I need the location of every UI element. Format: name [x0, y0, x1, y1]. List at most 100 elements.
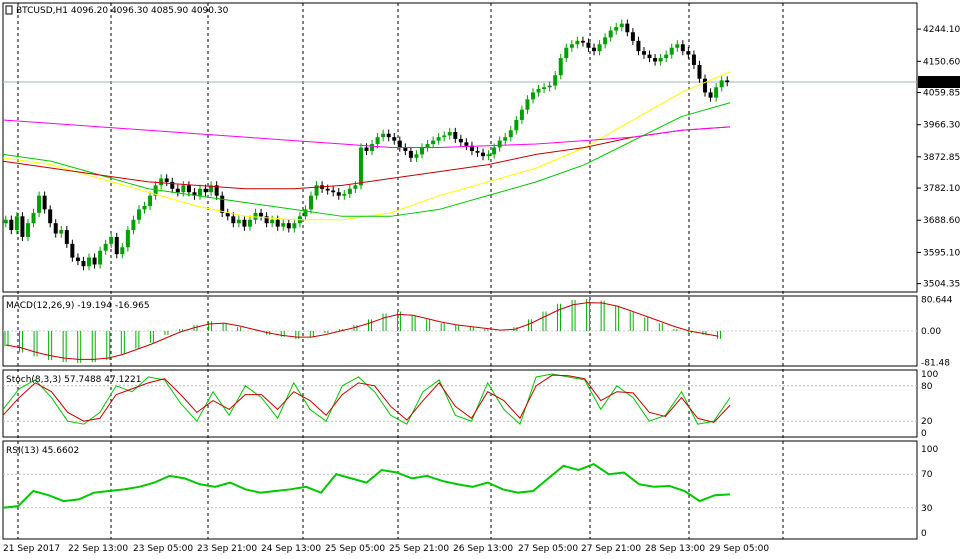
moving-average-line [2, 102, 731, 217]
candle-body [564, 47, 569, 59]
candle-body [547, 85, 552, 88]
candle-body [175, 188, 180, 193]
candle-body [647, 54, 652, 59]
rsi-y-label: 100 [921, 445, 938, 455]
candle-body [575, 40, 580, 45]
candle-body [59, 230, 64, 234]
candle-body [64, 230, 69, 244]
candle-body [614, 27, 619, 31]
x-tick-label: 25 Sep 21:00 [389, 544, 449, 554]
candle-body [142, 205, 147, 210]
candle-body [386, 133, 391, 138]
candle-body [209, 185, 214, 193]
candle-body [431, 140, 436, 145]
candle-body [664, 54, 669, 59]
candle-body [675, 44, 680, 48]
x-tick-label: 22 Sep 13:00 [68, 544, 128, 554]
candle-body [342, 193, 347, 196]
candle-body [641, 51, 646, 55]
candle-body [370, 144, 375, 151]
indicator-pane-0 [2, 2, 918, 293]
candle-body [403, 147, 408, 151]
candle-body [181, 185, 186, 193]
candle-body [453, 132, 458, 139]
candle-body [42, 195, 47, 210]
candle-body [9, 219, 14, 231]
candle-body [131, 219, 136, 231]
rsi-title: RSI(13) 45.6602 [6, 446, 79, 456]
candle-body [109, 236, 114, 244]
candle-body [475, 150, 480, 153]
candle-body [14, 216, 19, 231]
candle-body [375, 137, 380, 145]
candle-body [447, 132, 452, 136]
stoch-line [2, 374, 731, 423]
y-tick-label: 3872.85 [923, 153, 960, 163]
candle-body [408, 150, 413, 158]
candle-body [153, 185, 158, 196]
candle-body [37, 195, 42, 213]
candle-body [514, 119, 519, 131]
candle-body [48, 209, 53, 224]
x-tick-label: 26 Sep 13:00 [453, 544, 513, 554]
candle-body [286, 223, 291, 229]
candle-body [486, 154, 491, 157]
y-tick-label: 4244.10 [923, 25, 960, 35]
candle-body [625, 23, 630, 33]
candle-body [530, 92, 535, 100]
moving-average-line [2, 126, 731, 190]
candle-body [159, 178, 164, 186]
candle-body [419, 147, 424, 155]
candle-body [653, 58, 658, 62]
candle-body [247, 219, 252, 227]
candle-body [170, 181, 175, 189]
candle-body [309, 195, 314, 210]
candle-body [53, 223, 58, 234]
candle-body [75, 257, 80, 262]
candle-body [292, 223, 297, 229]
y-tick-label: 3595.10 [923, 248, 960, 258]
candle-body [242, 219, 247, 227]
candle-body [270, 219, 275, 224]
candle-body [259, 212, 264, 217]
rsi-y-label: 30 [921, 504, 933, 514]
stoch-y-label: 80 [921, 382, 933, 392]
candle-body [125, 230, 130, 248]
candle-body [192, 192, 197, 196]
candle-body [481, 152, 486, 157]
y-tick-label: 4059.85 [923, 89, 960, 99]
candle-body [597, 44, 602, 52]
candle-body [580, 40, 585, 43]
macd-signal-line [5, 302, 719, 360]
macd-y-label: 80.644 [921, 296, 953, 306]
candle-body [214, 185, 219, 196]
rsi-line [2, 462, 731, 509]
rsi-y-label: 0 [921, 529, 927, 539]
x-tick-label: 29 Sep 05:00 [709, 544, 769, 554]
candle-body [697, 64, 702, 79]
candle-body [3, 219, 8, 224]
candle-body [425, 144, 430, 148]
candle-body [275, 219, 280, 227]
rsi-y-label: 70 [921, 470, 933, 480]
candle-body [70, 243, 75, 258]
candle-body [464, 142, 469, 146]
candle-body [703, 78, 708, 93]
candle-body [253, 212, 258, 220]
x-tick-label: 21 Sep 2017 [3, 544, 60, 554]
stoch-y-label: 20 [921, 417, 933, 427]
candle-body [636, 40, 641, 52]
candle-body [264, 216, 269, 224]
candle-body [414, 154, 419, 158]
y-tick-label: 3688.60 [923, 216, 960, 226]
candle-body [31, 212, 36, 224]
candle-body [364, 147, 369, 151]
candle-body [92, 257, 97, 265]
candle-body [508, 130, 513, 138]
candle-body [725, 80, 730, 83]
current-price-box [918, 76, 960, 89]
y-tick-label: 3782.10 [923, 184, 960, 194]
candle-body [236, 219, 241, 224]
candle-body [536, 89, 541, 93]
